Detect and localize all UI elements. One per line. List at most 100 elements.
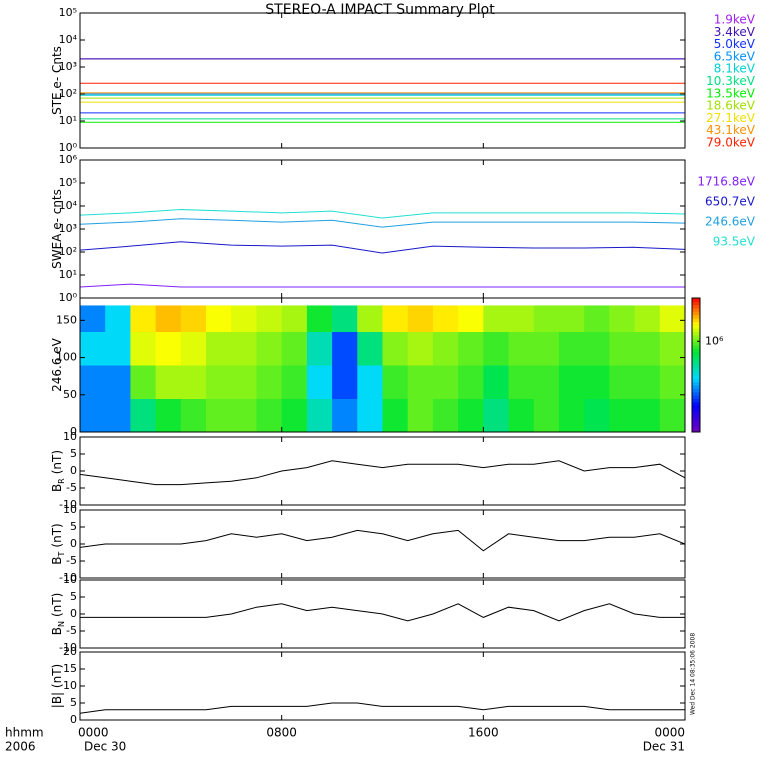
heat-cell <box>533 331 560 366</box>
y-axis-title: STE e- Cnts <box>50 46 64 115</box>
y-tick-label: 150 <box>56 313 77 326</box>
heat-cell <box>508 365 535 399</box>
y-tick-label: 10⁰ <box>59 141 78 154</box>
colorbar-step <box>692 338 700 343</box>
legend-entry: 10.3keV <box>706 74 756 88</box>
colorbar-step <box>692 351 700 356</box>
heat-cell <box>180 398 207 433</box>
colorbar-step <box>692 418 700 423</box>
heat-cell <box>105 398 131 433</box>
y-tick-label: 50 <box>63 388 77 401</box>
heat-cell <box>458 305 484 332</box>
colorbar-step <box>692 385 700 389</box>
heat-cell <box>458 331 484 366</box>
heat-cell <box>155 398 182 433</box>
chart-title: STEREO-A IMPACT Summary Plot <box>265 2 495 18</box>
y-axis-title-part: B <box>50 484 64 492</box>
colorbar-label: 10⁶ <box>705 334 724 347</box>
colorbar-step <box>692 318 700 322</box>
y-axis-title: |B| (nT) <box>50 664 64 708</box>
legend-entry: 650.7eV <box>705 195 756 209</box>
y-tick-label: -10 <box>59 498 77 511</box>
heat-cell <box>584 365 610 399</box>
y-tick-label: 10³ <box>59 60 77 73</box>
heat-cell <box>231 331 257 366</box>
heat-cell <box>483 331 510 366</box>
y-axis-title-unit: (nT) <box>50 450 64 474</box>
colorbar-step <box>692 308 700 312</box>
y-tick-label: 10⁵ <box>59 176 77 189</box>
heat-cell <box>155 331 182 366</box>
colorbar-step <box>692 398 700 403</box>
heat-cell <box>432 365 459 399</box>
y-tick-label: 0 <box>70 464 77 477</box>
heat-cell <box>584 305 610 332</box>
heat-cell <box>357 398 383 433</box>
legend-entry: 3.4keV <box>714 25 756 39</box>
x-row-label: hhmm <box>5 726 44 740</box>
data-line <box>80 702 685 714</box>
legend-entry: 1.9keV <box>714 13 756 27</box>
panel-frame <box>79 12 686 149</box>
y-tick-label: 15 <box>63 662 77 675</box>
y-axis-title-unit: (nT) <box>50 593 64 617</box>
heat-cell <box>306 331 333 366</box>
data-line <box>80 218 685 228</box>
y-tick-label: 10 <box>63 679 77 692</box>
colorbar-step <box>692 421 700 426</box>
heat-cell <box>432 398 459 433</box>
y-tick-label: -10 <box>59 641 77 654</box>
colorbar-step <box>692 354 700 359</box>
heat-cell <box>180 365 207 399</box>
legend-entry: 1716.8eV <box>697 175 755 189</box>
heat-cell <box>558 365 585 399</box>
colorbar-step <box>692 361 700 366</box>
legend-entry: 8.1keV <box>714 62 756 76</box>
heat-cell <box>357 365 383 399</box>
panel-frame <box>79 436 686 506</box>
y-tick-label: 0 <box>70 425 77 438</box>
heat-cell <box>584 331 610 366</box>
y-axis-title-part: B <box>50 627 64 635</box>
colorbar-step <box>692 328 700 332</box>
heat-cell <box>382 398 409 433</box>
heat-cell <box>357 331 383 366</box>
heat-cell <box>634 398 661 433</box>
y-tick-label: 0 <box>70 607 77 620</box>
legend-entry: 18.6keV <box>706 99 756 113</box>
legend-entry: 5.0keV <box>714 37 756 51</box>
colorbar-step <box>692 411 700 416</box>
colorbar-step <box>692 344 700 349</box>
heat-cell <box>407 365 434 399</box>
legend-entry: 43.1keV <box>706 123 756 137</box>
y-tick-label: -5 <box>66 624 77 637</box>
heat-cell <box>483 305 510 332</box>
heat-cell <box>206 365 232 399</box>
y-tick-label: 5 <box>70 590 77 603</box>
y-axis-title-sub: N <box>57 621 66 627</box>
heat-cell <box>659 365 686 399</box>
heat-cell <box>180 305 207 332</box>
heat-cell <box>130 365 157 399</box>
y-tick-label: 10⁴ <box>59 199 78 212</box>
legend-entry: 93.5eV <box>713 235 756 249</box>
legend-entry: 13.5keV <box>706 86 756 100</box>
y-axis-title: BR (nT) <box>50 450 66 492</box>
heat-cell <box>332 331 358 366</box>
y-tick-label: -5 <box>66 481 77 494</box>
heat-cell <box>332 305 358 332</box>
heat-cell <box>483 365 510 399</box>
y-tick-label: 100 <box>56 351 77 364</box>
colorbar-step <box>692 395 700 399</box>
legend-entry: 79.0keV <box>706 136 756 150</box>
colorbar-step <box>692 334 700 339</box>
heat-cell <box>332 365 358 399</box>
heat-cell <box>306 398 333 433</box>
colorbar-step <box>692 298 700 302</box>
y-tick-label: 0 <box>70 713 77 726</box>
heat-cell <box>659 331 686 366</box>
colorbar-step <box>692 348 700 353</box>
heat-cell <box>256 331 283 366</box>
colorbar-step <box>692 425 700 430</box>
